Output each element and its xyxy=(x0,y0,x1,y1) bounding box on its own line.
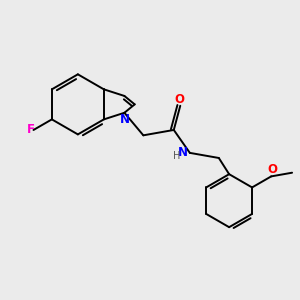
Text: F: F xyxy=(26,124,34,136)
Text: N: N xyxy=(178,146,188,159)
Text: N: N xyxy=(120,113,130,126)
Text: O: O xyxy=(268,164,278,176)
Text: O: O xyxy=(175,93,185,106)
Text: H: H xyxy=(173,152,180,161)
